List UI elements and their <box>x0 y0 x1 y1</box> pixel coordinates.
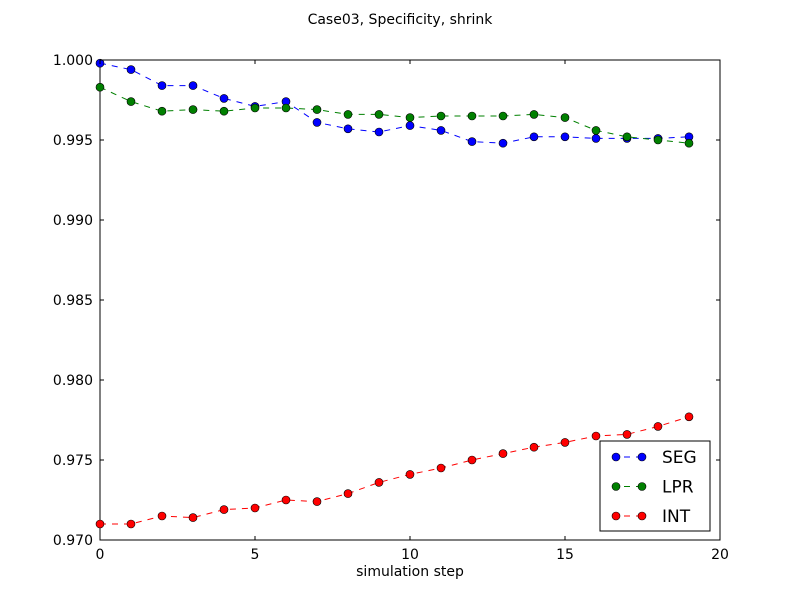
data-point-seg <box>436 126 446 135</box>
data-point-seg <box>126 65 136 74</box>
x-tick-label: 20 <box>711 547 729 563</box>
legend-marker <box>611 452 621 462</box>
data-point-int <box>591 431 601 441</box>
series-lpr <box>95 82 694 148</box>
data-point-lpr <box>622 132 632 142</box>
data-point-lpr <box>405 113 415 122</box>
x-tick-label: 5 <box>251 547 260 563</box>
data-point-lpr <box>250 103 260 113</box>
legend-marker <box>637 482 647 491</box>
x-tick-label: 0 <box>96 547 105 563</box>
y-tick-label: 0.975 <box>53 453 93 469</box>
y-tick-label: 0.970 <box>53 533 93 549</box>
data-point-lpr <box>343 110 353 119</box>
legend-marker <box>637 511 647 521</box>
data-point-int <box>157 511 167 521</box>
series-layer <box>95 58 694 529</box>
legend: SEG LPR INT <box>599 440 711 532</box>
series-int <box>95 412 694 529</box>
data-point-seg <box>188 81 198 90</box>
data-point-seg <box>219 94 229 103</box>
legend-marker <box>611 482 621 491</box>
legend-label: SEG <box>662 448 697 468</box>
data-point-int <box>126 519 136 529</box>
data-point-int <box>250 503 260 513</box>
data-point-int <box>436 463 446 473</box>
data-point-lpr <box>188 105 198 114</box>
data-point-seg <box>157 81 167 90</box>
data-point-int <box>312 497 322 506</box>
data-point-int <box>684 412 694 422</box>
data-point-seg <box>405 121 415 130</box>
data-point-lpr <box>560 113 570 122</box>
data-point-lpr <box>591 126 601 135</box>
legend-item-int: INT <box>611 507 691 527</box>
data-point-lpr <box>436 111 446 121</box>
data-point-int <box>374 478 384 487</box>
data-point-int <box>405 470 415 479</box>
series-line-int <box>100 416 690 525</box>
legend-item-lpr: LPR <box>611 478 694 498</box>
data-point-lpr <box>467 111 477 121</box>
data-point-int <box>188 513 198 522</box>
data-point-int <box>498 449 508 458</box>
data-point-int <box>219 505 229 514</box>
plot-area: 0 5 10 15 20 0.970 0.975 0.980 0.985 0.990 0.995 1.… <box>53 53 729 563</box>
data-point-lpr <box>653 135 663 145</box>
data-point-lpr <box>498 111 508 121</box>
data-point-lpr <box>157 106 167 116</box>
chart-title: Case03, Specificity, shrink <box>308 12 494 28</box>
x-tick-label: 15 <box>556 547 574 563</box>
x-axis-label: simulation step <box>356 564 464 580</box>
data-point-seg <box>591 134 601 143</box>
data-point-seg <box>312 118 322 127</box>
data-point-lpr <box>312 105 322 114</box>
y-tick-label: 0.990 <box>53 213 93 229</box>
data-point-lpr <box>529 110 539 119</box>
data-point-int <box>343 489 353 498</box>
data-point-seg <box>467 137 477 146</box>
data-point-int <box>95 519 105 529</box>
data-point-seg <box>560 132 570 142</box>
y-tick-label: 1.000 <box>53 53 93 69</box>
legend-marker <box>637 452 647 462</box>
legend-item-seg: SEG <box>611 448 697 468</box>
data-point-int <box>467 455 477 465</box>
x-tick-label: 10 <box>401 547 419 563</box>
data-point-lpr <box>126 97 136 106</box>
data-point-seg <box>498 138 508 148</box>
legend-label: LPR <box>662 478 694 498</box>
legend-marker <box>611 511 621 521</box>
data-point-lpr <box>281 103 291 113</box>
y-tick-label: 0.980 <box>53 373 93 389</box>
data-point-int <box>653 422 663 431</box>
y-tick-label: 0.985 <box>53 293 93 309</box>
data-point-lpr <box>219 106 229 116</box>
data-point-lpr <box>374 110 384 119</box>
data-point-int <box>281 495 291 505</box>
legend-label: INT <box>662 507 691 527</box>
data-point-lpr <box>95 82 105 92</box>
ticks-layer: 0 5 10 15 20 0.970 0.975 0.980 0.985 0.990 0.995 1.… <box>53 53 729 563</box>
data-point-lpr <box>684 138 694 148</box>
data-point-seg <box>343 124 353 134</box>
series-seg <box>95 58 694 148</box>
y-tick-label: 0.995 <box>53 133 93 149</box>
data-point-int <box>529 442 539 452</box>
data-point-seg <box>374 127 384 137</box>
data-point-int <box>622 430 632 439</box>
data-point-int <box>560 438 570 447</box>
data-point-seg <box>529 132 539 142</box>
